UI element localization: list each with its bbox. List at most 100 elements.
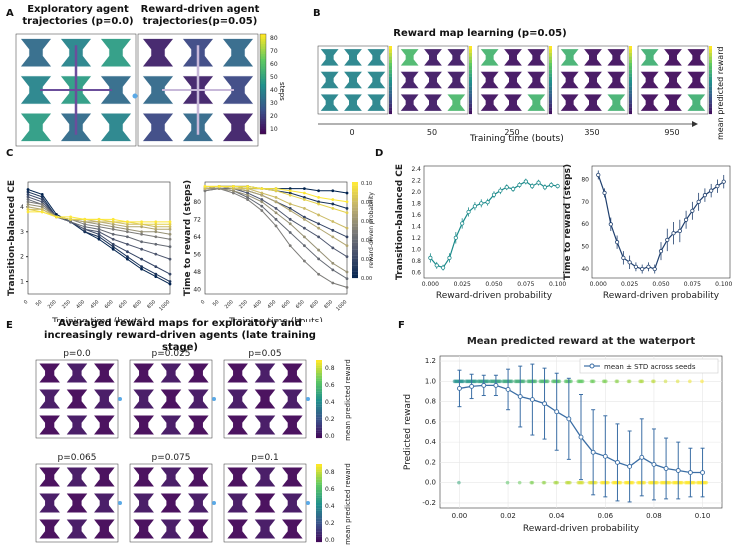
maze-block (502, 71, 524, 89)
maze-block (319, 93, 340, 112)
f-seed-point (631, 480, 635, 485)
a-colorbar-cell (260, 76, 266, 80)
b-time-tick: 250 (504, 128, 519, 137)
a-colorbar-tick: 60 (270, 61, 278, 68)
c-left-point (111, 220, 115, 224)
chart-d-left: 0.6 0.8 1.0 1.2 1.4 1.6 1.8 2.0 2.2 2.4 0.000 0.025… (395, 164, 566, 301)
b-colorbar-cell (629, 90, 632, 94)
c-right-point (288, 189, 292, 193)
a-colorbar-frame (259, 33, 267, 135)
c-right-point (345, 191, 349, 195)
f-mean-point (554, 409, 560, 415)
f-ytick-label: 0.0 (425, 479, 436, 487)
c-left-point (111, 227, 115, 231)
e-colorbar-cell (316, 529, 322, 532)
c-left-point (111, 237, 115, 241)
f-mean-point (627, 464, 633, 469)
f-seed-point (627, 379, 632, 384)
c-left-point (40, 195, 44, 199)
c-right-point (260, 209, 264, 212)
maze-block (92, 362, 116, 384)
d-left-point (485, 200, 490, 205)
a-colorbar-cell (260, 89, 266, 92)
c-colorbar-cell (352, 191, 358, 195)
b-colorbar-cell (549, 76, 552, 81)
a-colorbar-cell (260, 41, 266, 45)
a-colorbar-cell (260, 51, 266, 55)
panel-label-f: F (398, 320, 405, 331)
b-colorbar-cell (629, 83, 632, 87)
maze-block (132, 362, 156, 384)
d-left-point (453, 235, 458, 240)
c-left-point (140, 230, 144, 234)
chart-c-left: 1 2 3 4 0 50 200 250 400 450 600 650 800 850 1000 Train… (7, 180, 171, 322)
c-right-point (317, 213, 320, 217)
maze-block (38, 388, 62, 410)
b-colorbar-cell (469, 69, 472, 74)
maze-block (422, 71, 444, 89)
c-right-point (303, 244, 306, 248)
c-right-xtick-label: 600 (281, 299, 292, 310)
b-colorbar-cell (709, 90, 712, 94)
c-right-point (288, 217, 292, 221)
c-left-point (126, 235, 129, 239)
d-left-point (510, 186, 516, 192)
b-colorbar-cell (709, 52, 712, 57)
b-colorbar-cell (709, 103, 712, 108)
c-right-point (331, 246, 335, 250)
e-colorbar-cell (316, 487, 322, 491)
a-colorbar-cell (260, 96, 266, 100)
d-right-point (652, 266, 657, 272)
c-left-point (126, 250, 129, 254)
panel-label-b: B (313, 8, 321, 19)
f-seed-point (606, 480, 610, 485)
d-right-xtick-label: 0.000 (590, 281, 607, 288)
maze-block (19, 112, 53, 142)
c-right-point (232, 189, 235, 193)
b-colorbar-cell (709, 93, 712, 98)
c-right-xtick-label: 450 (266, 299, 277, 310)
c-left-point (111, 245, 115, 249)
f-ylabel: Predicted reward (403, 394, 413, 470)
d-right-xtick-label: 0.075 (684, 281, 701, 288)
b-colorbar-cell (549, 56, 552, 60)
maze-block (280, 362, 304, 384)
c-right-ytick-label: 40 (193, 287, 201, 294)
b-colorbar-cell (629, 73, 632, 77)
c-right-point (303, 187, 306, 190)
a-colorbar-cell (260, 91, 266, 95)
c-right-point (246, 189, 250, 193)
b-colorbar-cell (389, 80, 392, 84)
c-left-xtick-label: 450 (89, 299, 100, 310)
maze-block (446, 93, 467, 112)
maze-block (253, 388, 277, 410)
f-mean-point (469, 383, 475, 389)
c-right-point (303, 191, 306, 195)
f-seed-point (457, 480, 461, 485)
b-colorbar-cell (469, 93, 472, 98)
e-colorbar-cell (316, 497, 322, 501)
d-left-point (440, 265, 446, 270)
a-colorbar-cell (260, 104, 266, 107)
b-arrow-head (692, 121, 698, 127)
b-colorbar-cell (629, 59, 632, 64)
c-left-point (126, 242, 129, 246)
c-left-point (168, 227, 172, 231)
f-seed-point (542, 480, 547, 485)
a-colorbar-cell (260, 74, 266, 77)
d-right-xtick-label: 0.025 (621, 281, 638, 288)
c-right-point (345, 277, 349, 281)
e-colorbar-tick: 0.6 (325, 486, 335, 493)
e-reward-maps: p=0.0 p=0.025 p=0.05 p=0.065 p=0.075 p=0.1 0.8… (35, 349, 352, 545)
f-seed-point (533, 379, 538, 384)
b-colorbar-cell (629, 76, 632, 81)
maze-block (606, 93, 627, 112)
f-seed-point (675, 379, 680, 384)
f-seed-point (591, 379, 596, 384)
c-right-point (260, 187, 264, 190)
a-colorbar-cell (260, 66, 266, 70)
a-colorbar-cell (260, 114, 266, 117)
c-right-point (331, 235, 335, 239)
maze-block (159, 414, 183, 436)
c-colorbar-cell (352, 274, 358, 279)
